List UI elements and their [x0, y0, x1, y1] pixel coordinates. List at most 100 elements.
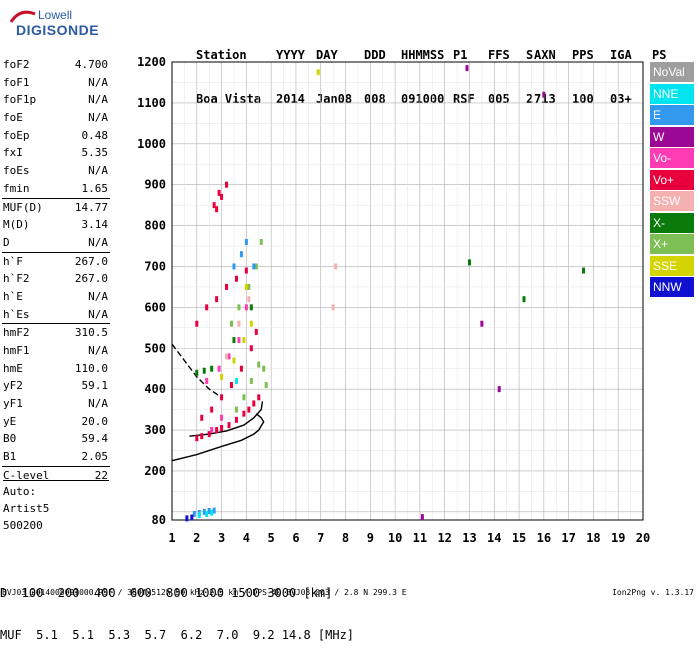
x-tick-label: 2: [193, 531, 200, 545]
point-vo: [225, 283, 229, 290]
param-separator: [2, 197, 110, 199]
param-row: D N/A: [0, 234, 112, 252]
y-tick-label: 700: [144, 259, 166, 273]
legend-item-w: W: [650, 126, 694, 147]
point-vo: [229, 382, 233, 389]
header-label-5: P1: [453, 48, 468, 62]
param-key: yF1: [3, 397, 23, 411]
header-label-2: DAY: [316, 48, 338, 62]
x-tick-label: 9: [367, 531, 374, 545]
param-row: foEp 0.48: [0, 127, 112, 145]
header-value-8: 713: [534, 92, 556, 106]
param-key: foE: [3, 111, 23, 125]
point-x: [210, 365, 214, 372]
y-tick-label: 400: [144, 382, 166, 396]
point-vo: [207, 431, 211, 438]
header-label-7: S: [526, 48, 534, 62]
param-row: h`F 267.0: [0, 253, 112, 271]
param-value: 0.48: [81, 128, 109, 142]
point-nne: [210, 509, 214, 516]
x-tick-label: 14: [487, 531, 501, 545]
x-tick-label: 13: [462, 531, 476, 545]
point-vo: [225, 181, 229, 188]
param-separator: [2, 323, 110, 325]
param-key: hmE: [3, 361, 23, 375]
point-x: [264, 382, 268, 389]
plot-frame: [171, 61, 644, 521]
param-key: fmin: [3, 181, 30, 195]
file-info-footer: BVJ03_2014008091000.RSF / 380fx512h 50 k…: [2, 588, 407, 597]
param-value: N/A: [88, 93, 108, 107]
legend-item-noval: NoVal: [650, 62, 694, 82]
point-e: [244, 238, 248, 245]
logo-line2: DIGISONDE: [16, 22, 100, 38]
point-vo: [200, 433, 204, 440]
point-sse: [232, 357, 236, 364]
param-key: D: [3, 235, 10, 249]
x-tick-label: 18: [586, 531, 600, 545]
param-key: hmF1: [3, 344, 30, 357]
param-key: foEs: [3, 164, 30, 178]
station-header: Station YYYY DAY DDD HHMMSS P1 FFS S AXN PPS IGA PS…: [196, 20, 666, 122]
param-row: yF2 59.1: [0, 377, 112, 395]
param-row: hmF2 310.5: [0, 324, 112, 342]
param-row: yF1 N/A: [0, 395, 112, 413]
header-label-3: DDD: [364, 48, 386, 62]
param-value: 110.0: [74, 361, 108, 375]
param-key: MUF(D): [3, 200, 43, 214]
point-x: [262, 365, 266, 372]
header-value-9: 100: [572, 92, 594, 106]
x-tick-label: 15: [512, 531, 526, 545]
param-key: yE: [3, 414, 17, 428]
point-vo: [217, 365, 221, 372]
x-tick-label: 4: [243, 531, 250, 545]
param-separator: [2, 251, 110, 253]
point-vo: [220, 193, 224, 200]
header-value-3: 008: [364, 92, 386, 106]
header-label-6: FFS: [488, 48, 510, 62]
y-tick-label: 800: [144, 219, 166, 233]
header-values-row: Boa Vista 2014 Jan08 008 091000 RSF 005 2 713 100…: [196, 92, 666, 108]
param-value: 3.14: [81, 218, 109, 232]
point-e: [202, 508, 206, 515]
point-x: [467, 259, 471, 266]
x-tick-label: 20: [636, 531, 650, 545]
param-key: B1: [3, 450, 17, 464]
point-w: [420, 514, 424, 521]
header-value-6: 005: [488, 92, 510, 106]
point-x: [242, 394, 246, 401]
point-x: [237, 304, 241, 311]
param-row: B0 59.4: [0, 430, 112, 448]
digisonde-logo: Lowell DIGISONDE: [8, 8, 108, 44]
logo-line1: Lowell: [38, 8, 73, 22]
point-x: [229, 320, 233, 327]
x-tick-label: 7: [317, 531, 324, 545]
point-x: [259, 238, 263, 245]
param-row: hmF1 N/A: [0, 342, 112, 360]
point-w: [497, 386, 501, 393]
point-x: [202, 367, 206, 374]
x-tick-label: 12: [437, 531, 451, 545]
muf-distance-label: D: [0, 586, 8, 600]
point-vo: [227, 422, 231, 429]
point-sse: [249, 320, 253, 327]
x-tick-label: 5: [268, 531, 275, 545]
param-row: yE 20.0: [0, 413, 112, 431]
header-value-7: 2: [526, 92, 534, 106]
param-value: 1.65: [81, 181, 109, 195]
param-row: C-level 22: [0, 467, 112, 485]
point-vo: [212, 202, 216, 209]
param-key: foEp: [3, 128, 30, 142]
param-value: 310.5: [74, 326, 108, 340]
param-value: 267.0: [74, 254, 108, 268]
y-tick-label: 1200: [137, 55, 166, 69]
legend-item-e: E: [650, 105, 694, 125]
auto-separator: [3, 480, 109, 481]
point-vo: [244, 267, 248, 274]
point-vo: [242, 410, 246, 417]
param-key: foF2: [3, 58, 30, 71]
param-row: foF2 4.700: [0, 56, 112, 74]
point-e: [232, 263, 236, 270]
param-key: h`E: [3, 289, 23, 303]
point-x: [234, 406, 238, 413]
